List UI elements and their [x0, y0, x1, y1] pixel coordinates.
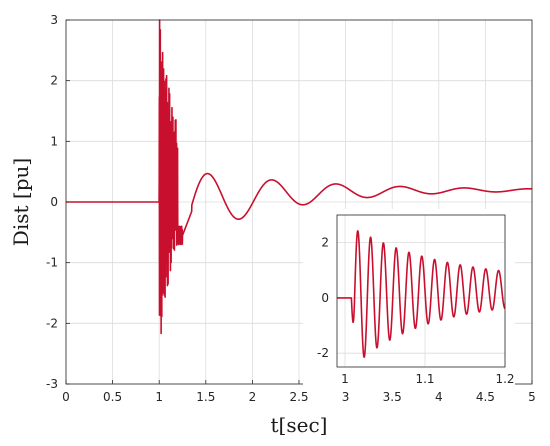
main-x-tick-label: 1 [155, 390, 163, 404]
main-x-tick-label: 4.5 [476, 390, 495, 404]
main-x-tick-label: 0.5 [103, 390, 122, 404]
main-y-tick-label: -3 [46, 377, 58, 391]
inset-plot-frame [336, 214, 506, 368]
main-y-tick-label: -2 [46, 316, 58, 330]
main-series-line [65, 19, 533, 335]
main-y-tick-label: -1 [46, 256, 58, 270]
inset-x-tick-label: 1.2 [495, 372, 514, 386]
inset-chart: 1 1.1 1.2 2 0 -2 [303, 209, 515, 389]
main-y-tick-label: 3 [50, 13, 58, 27]
inset-series-line [336, 230, 506, 358]
main-x-tick-label: 2.5 [289, 390, 308, 404]
inset-x-tick-label: 1.1 [415, 372, 434, 386]
main-x-tick-label: 3.5 [383, 390, 402, 404]
main-series [65, 19, 533, 335]
main-plot-frame [65, 19, 533, 385]
inset-series [336, 230, 506, 358]
main-y-tick-label: 0 [50, 195, 58, 209]
inset-y-tick-label: 2 [321, 236, 329, 250]
inset-background [303, 209, 515, 389]
main-x-tick-labels: 0 0.5 1 1.5 2 2.5 3 3.5 4 4.5 5 [62, 390, 536, 404]
main-y-tick-label: 1 [50, 134, 58, 148]
main-x-tick-label: 1.5 [196, 390, 215, 404]
main-x-tick-label: 5 [528, 390, 536, 404]
main-x-tick-label: 4 [435, 390, 443, 404]
inset-x-tick-labels: 1 1.1 1.2 [341, 372, 514, 386]
main-x-tick-label: 2 [249, 390, 257, 404]
main-y-tick-labels: 3 2 1 0 -1 -2 -3 [46, 13, 58, 391]
inset-y-tick-labels: 2 0 -2 [317, 236, 329, 361]
inset-y-tick-label: -2 [317, 346, 329, 360]
main-x-tick-label: 3 [342, 390, 350, 404]
y-axis-label: Dist [pu] [9, 158, 33, 246]
inset-x-tick-label: 1 [341, 372, 349, 386]
inset-y-tick-label: 0 [321, 291, 329, 305]
main-x-tick-label: 0 [62, 390, 70, 404]
x-axis-label: t[sec] [271, 413, 328, 437]
main-y-tick-label: 2 [50, 74, 58, 88]
